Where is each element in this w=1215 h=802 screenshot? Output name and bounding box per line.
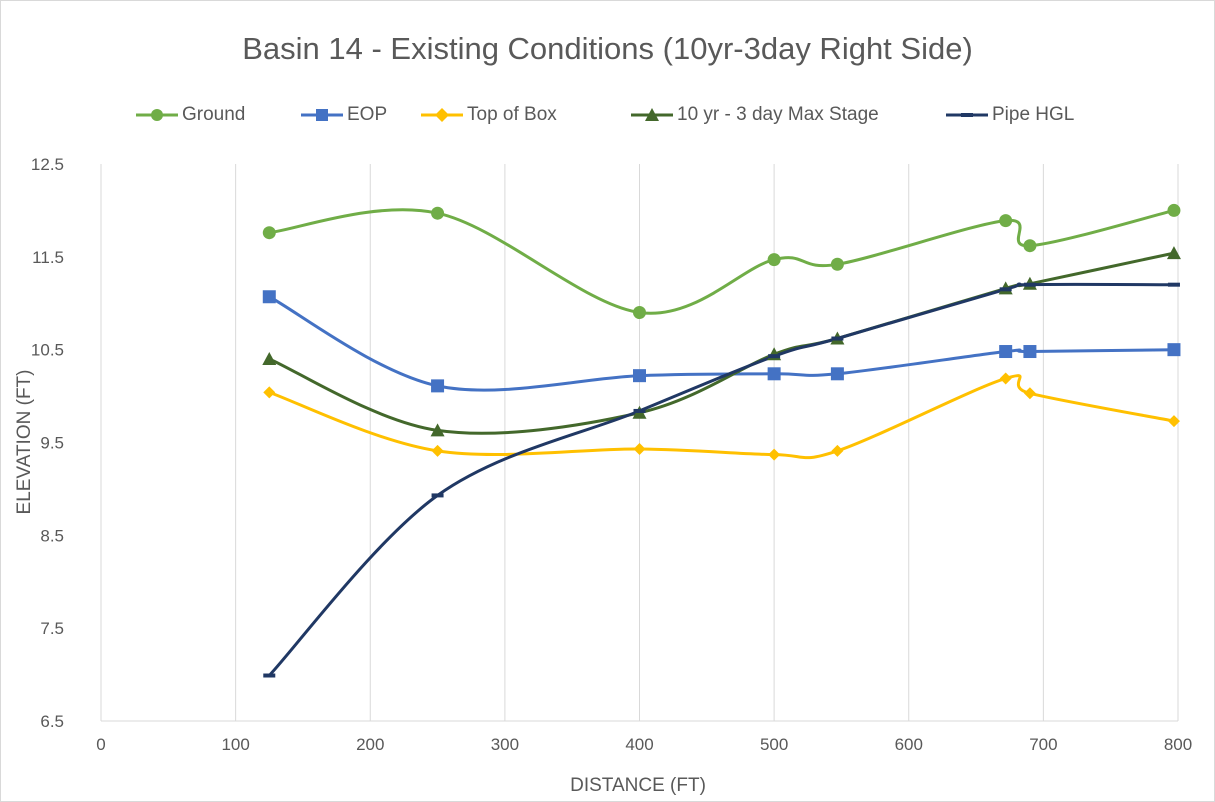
data-point-ground bbox=[262, 226, 276, 240]
legend-swatch-top-of-box bbox=[421, 108, 463, 122]
legend-item-ground: Ground bbox=[136, 101, 245, 129]
data-point-top-of-box bbox=[999, 372, 1012, 385]
series-line-10-yr-3-day-max-stage bbox=[268, 251, 1175, 435]
y-tick-label: 12.5 bbox=[31, 155, 64, 174]
legend-swatch-ground bbox=[136, 109, 178, 121]
data-point-ground bbox=[830, 257, 844, 271]
x-tick-label: 600 bbox=[895, 735, 923, 754]
data-point-pipe-hgl bbox=[831, 336, 844, 341]
legend-label-ground: Ground bbox=[182, 104, 246, 125]
data-point-top-of-box bbox=[831, 444, 844, 457]
axes: 0 100 200 300 400 500 600 700 800 6.5 7.5 8.5 9.5 10.… bbox=[31, 155, 1192, 754]
series-line-eop bbox=[268, 295, 1175, 392]
x-tick-label: 300 bbox=[491, 735, 519, 754]
legend-item-eop: EOP bbox=[301, 101, 387, 129]
y-tick-label: 10.5 bbox=[31, 341, 64, 360]
data-point-pipe-hgl bbox=[263, 673, 276, 678]
data-point-10-yr-3-day-max-stage bbox=[632, 405, 647, 419]
gridlines bbox=[100, 164, 1179, 721]
legend-item-top-of-box: Top of Box bbox=[421, 101, 557, 129]
data-point-eop bbox=[633, 369, 646, 383]
data-point-ground bbox=[1167, 203, 1181, 217]
y-tick-label: 6.5 bbox=[40, 712, 64, 731]
data-point-pipe-hgl bbox=[1023, 282, 1036, 287]
legend: Ground EOP Top of Box 10 yr - 3 day Max … bbox=[1, 101, 1214, 129]
data-point-pipe-hgl bbox=[431, 493, 444, 498]
data-point-top-of-box bbox=[431, 444, 444, 457]
data-point-top-of-box bbox=[1023, 387, 1036, 400]
data-point-eop bbox=[262, 290, 276, 304]
series-line-pipe-hgl bbox=[268, 282, 1175, 677]
data-point-10-yr-3-day-max-stage bbox=[830, 331, 845, 345]
data-point-pipe-hgl bbox=[1167, 282, 1180, 287]
data-point-ground bbox=[633, 306, 646, 320]
legend-label-pipe-hgl: Pipe HGL bbox=[992, 104, 1075, 125]
data-point-10-yr-3-day-max-stage bbox=[1022, 276, 1037, 290]
legend-item-max-stage: 10 yr - 3 day Max Stage bbox=[631, 101, 879, 129]
data-point-pipe-hgl bbox=[633, 408, 646, 413]
data-point-top-of-box bbox=[633, 442, 646, 455]
series-markers bbox=[262, 203, 1181, 678]
legend-swatch-pipe-hgl bbox=[946, 113, 988, 117]
data-point-eop bbox=[1023, 345, 1037, 359]
data-point-eop bbox=[999, 345, 1013, 359]
data-point-ground bbox=[767, 253, 781, 267]
legend-label-eop: EOP bbox=[347, 104, 388, 125]
legend-item-pipe-hgl: Pipe HGL bbox=[946, 101, 1074, 129]
data-point-ground bbox=[1023, 239, 1037, 253]
series-line-ground bbox=[269, 208, 1175, 315]
data-point-top-of-box bbox=[1167, 415, 1180, 428]
x-tick-label: 200 bbox=[356, 735, 384, 754]
data-point-ground bbox=[431, 206, 445, 220]
legend-label-max-stage: 10 yr - 3 day Max Stage bbox=[677, 104, 879, 125]
y-axis-title: ELEVATION (FT) bbox=[14, 370, 35, 515]
x-tick-label: 400 bbox=[625, 735, 653, 754]
x-tick-label: 0 bbox=[96, 735, 105, 754]
data-point-pipe-hgl bbox=[768, 354, 781, 359]
data-point-eop bbox=[830, 367, 844, 381]
data-point-eop bbox=[767, 367, 781, 381]
x-tick-label: 500 bbox=[760, 735, 788, 754]
series-line-top-of-box bbox=[268, 374, 1175, 460]
x-tick-label: 100 bbox=[221, 735, 249, 754]
data-point-eop bbox=[431, 379, 445, 393]
data-point-10-yr-3-day-max-stage bbox=[767, 347, 782, 361]
legend-swatch-eop bbox=[301, 109, 343, 121]
data-point-10-yr-3-day-max-stage bbox=[998, 281, 1013, 295]
data-point-pipe-hgl bbox=[999, 287, 1012, 292]
x-axis-title: DISTANCE (FT) bbox=[570, 775, 706, 796]
data-point-10-yr-3-day-max-stage bbox=[262, 351, 277, 365]
data-point-eop bbox=[1167, 343, 1181, 357]
chart-title: Basin 14 - Existing Conditions (10yr-3da… bbox=[242, 31, 973, 66]
data-point-ground bbox=[999, 214, 1013, 228]
data-point-10-yr-3-day-max-stage bbox=[1166, 246, 1181, 260]
legend-label-top-of-box: Top of Box bbox=[467, 104, 557, 125]
y-tick-label: 7.5 bbox=[40, 619, 64, 638]
series-lines bbox=[268, 208, 1175, 677]
data-point-10-yr-3-day-max-stage bbox=[430, 423, 445, 437]
data-point-top-of-box bbox=[768, 448, 781, 461]
x-tick-label: 700 bbox=[1029, 735, 1057, 754]
y-tick-label: 11.5 bbox=[32, 248, 64, 267]
y-tick-label: 8.5 bbox=[40, 526, 64, 545]
x-tick-label: 800 bbox=[1164, 735, 1192, 754]
y-tick-label: 9.5 bbox=[40, 434, 64, 453]
data-point-top-of-box bbox=[263, 386, 276, 399]
legend-swatch-max-stage bbox=[631, 108, 673, 121]
